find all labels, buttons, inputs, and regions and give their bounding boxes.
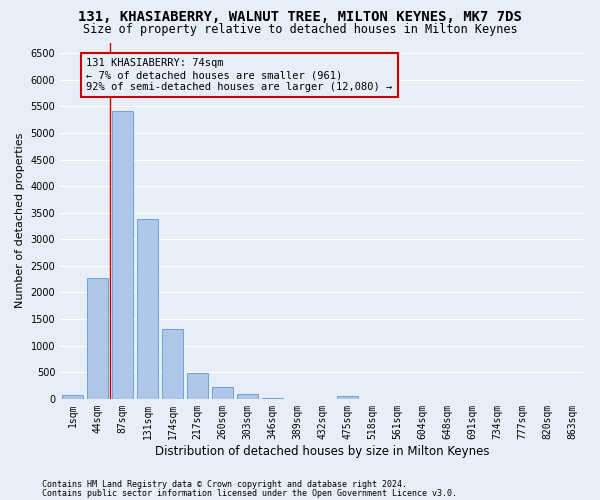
Bar	[162, 329, 183, 399]
Bar	[62, 395, 83, 399]
Text: Size of property relative to detached houses in Milton Keynes: Size of property relative to detached ho…	[83, 22, 517, 36]
Text: Contains HM Land Registry data © Crown copyright and database right 2024.: Contains HM Land Registry data © Crown c…	[42, 480, 407, 489]
Text: Contains public sector information licensed under the Open Government Licence v3: Contains public sector information licen…	[42, 488, 457, 498]
Y-axis label: Number of detached properties: Number of detached properties	[15, 133, 25, 308]
Bar	[87, 278, 108, 399]
Text: 131 KHASIABERRY: 74sqm
← 7% of detached houses are smaller (961)
92% of semi-det: 131 KHASIABERRY: 74sqm ← 7% of detached …	[86, 58, 392, 92]
Bar	[187, 374, 208, 399]
Bar	[237, 394, 258, 399]
Bar	[337, 396, 358, 399]
Bar	[112, 110, 133, 399]
X-axis label: Distribution of detached houses by size in Milton Keynes: Distribution of detached houses by size …	[155, 444, 490, 458]
Bar	[262, 398, 283, 399]
Text: 131, KHASIABERRY, WALNUT TREE, MILTON KEYNES, MK7 7DS: 131, KHASIABERRY, WALNUT TREE, MILTON KE…	[78, 10, 522, 24]
Bar	[212, 388, 233, 399]
Bar	[137, 219, 158, 399]
